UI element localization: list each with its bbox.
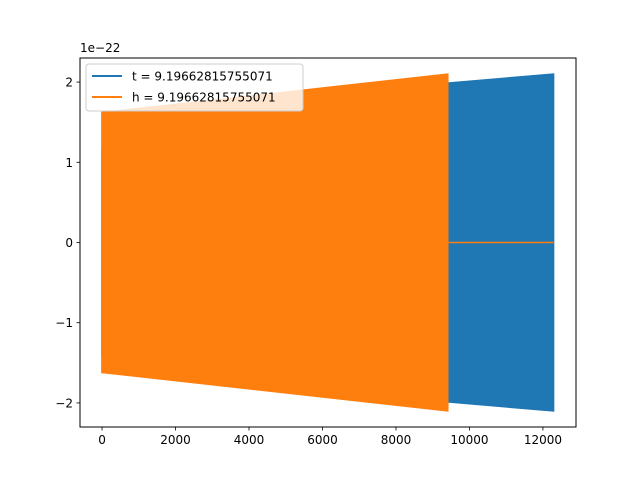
x-tick-label: 6000 bbox=[307, 433, 338, 447]
y-tick-label: −1 bbox=[55, 316, 73, 330]
y-offset-label: 1e−22 bbox=[80, 41, 120, 55]
y-tick-label: 1 bbox=[65, 156, 73, 170]
y-tick-label: −2 bbox=[55, 396, 73, 410]
y-tick-label: 0 bbox=[65, 236, 73, 250]
x-tick-label: 10000 bbox=[450, 433, 488, 447]
x-tick-label: 2000 bbox=[160, 433, 191, 447]
x-axis: 0 2000 4000 6000 8000 10000 12000 bbox=[98, 427, 562, 447]
legend-label-h: h = 9.19662815755071 bbox=[132, 91, 276, 105]
legend-box bbox=[85, 63, 304, 112]
x-tick-label: 0 bbox=[98, 433, 106, 447]
x-tick-label: 8000 bbox=[381, 433, 412, 447]
x-tick-label: 12000 bbox=[524, 433, 562, 447]
plot-area bbox=[101, 73, 555, 412]
series-1-band bbox=[101, 73, 449, 412]
y-axis: −2 −1 0 1 2 bbox=[55, 76, 80, 410]
legend-label-t: t = 9.19662815755071 bbox=[132, 70, 273, 84]
x-tick-label: 4000 bbox=[234, 433, 265, 447]
y-tick-label: 2 bbox=[65, 76, 73, 90]
legend: t = 9.19662815755071 h = 9.1966281575507… bbox=[85, 63, 304, 112]
